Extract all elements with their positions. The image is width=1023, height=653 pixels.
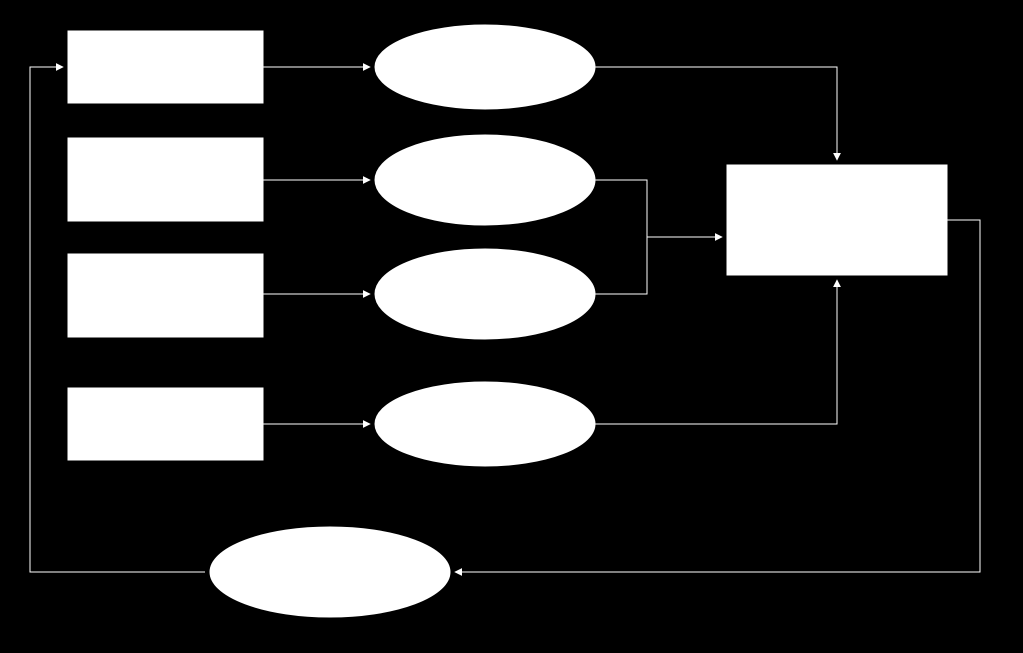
node-rect4 xyxy=(68,388,263,460)
node-rect3 xyxy=(68,254,263,337)
node-ell2 xyxy=(375,135,595,225)
flowchart-diagram xyxy=(0,0,1023,653)
node-ell5 xyxy=(210,527,450,617)
node-rect2 xyxy=(68,138,263,221)
node-ell1 xyxy=(375,25,595,109)
node-rectR xyxy=(727,165,947,275)
node-ell3 xyxy=(375,249,595,339)
node-rect1 xyxy=(68,31,263,103)
node-ell4 xyxy=(375,382,595,466)
